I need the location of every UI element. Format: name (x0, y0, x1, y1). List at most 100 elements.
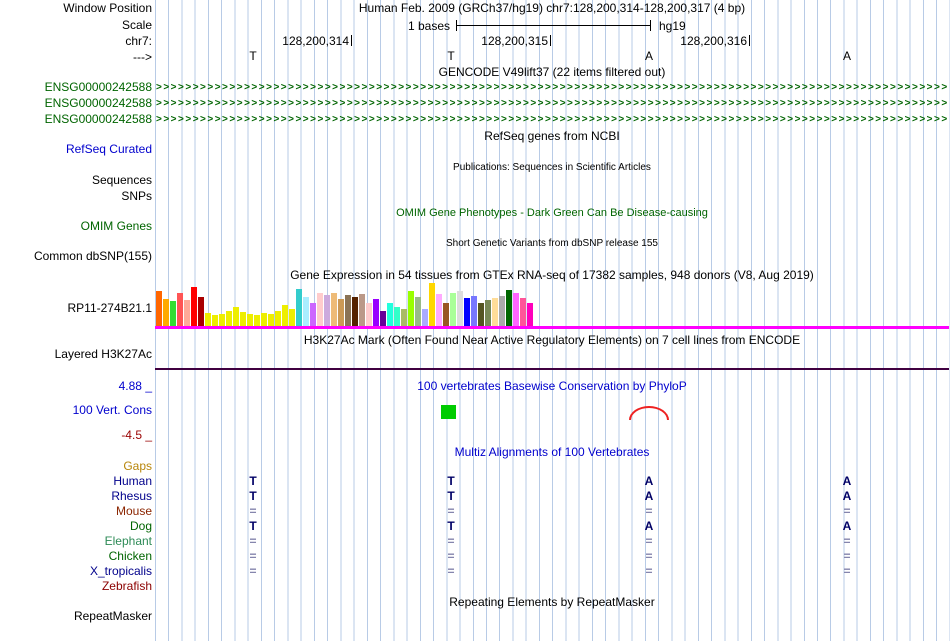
gtex-tissue-bar (457, 291, 463, 327)
dbsnp-label[interactable]: Common dbSNP(155) (33, 249, 152, 263)
gtex-tissue-bar (359, 294, 365, 327)
gtex-tissue-bar (450, 293, 456, 327)
multiz-species-label[interactable]: X_tropicalis (89, 564, 152, 578)
gtex-tissue-bar (156, 291, 162, 327)
page-title: Human Feb. 2009 (GRCh37/hg19) chr7:128,2… (358, 1, 746, 15)
scale-value: 1 bases (407, 19, 450, 33)
gtex-tissue-bar (275, 311, 281, 327)
alignment-base-cell: T (447, 489, 455, 503)
ruler-base: A (644, 49, 653, 63)
h3k27ac-track-title: H3K27Ac Mark (Often Found Near Active Re… (303, 333, 801, 347)
gencode-transcript-arrows[interactable]: >>>>>>>>>>>>>>>>>>>>>>>>>>>>>>>>>>>>>>>>… (156, 114, 949, 125)
gtex-tissue-bar (163, 299, 169, 327)
gtex-tissue-bar (268, 314, 274, 327)
gtex-tissue-bar (527, 303, 533, 327)
sequences-label[interactable]: Sequences (91, 173, 152, 187)
phylop-positive-bar (441, 405, 456, 419)
strand-label: ---> (133, 50, 152, 64)
repeatmasker-label[interactable]: RepeatMasker (73, 609, 152, 623)
alignment-base-cell: = (447, 549, 455, 563)
gtex-tissue-bar (240, 312, 246, 327)
phylop-max-label: 4.88 _ (118, 379, 152, 393)
multiz-species-label[interactable]: Zebrafish (101, 579, 152, 593)
gtex-tissue-bar (254, 315, 260, 327)
gtex-tissue-bar (380, 311, 386, 327)
alignment-base-cell: = (843, 564, 851, 578)
gtex-gene-label[interactable]: RP11-274B21.1 (67, 301, 152, 315)
alignment-base-cell: = (645, 534, 653, 548)
omim-genes-label[interactable]: OMIM Genes (80, 219, 152, 233)
ruler-base: A (842, 49, 851, 63)
ruler-position: 128,200,315 (481, 34, 548, 48)
ruler-tick (351, 35, 352, 46)
multiz-track-title: Multiz Alignments of 100 Vertebrates (454, 445, 650, 459)
gtex-tissue-bar (247, 314, 253, 327)
alignment-base-cell: = (447, 564, 455, 578)
multiz-species-label[interactable]: Elephant (104, 534, 152, 548)
ruler-tick (749, 35, 750, 46)
gtex-tissue-bar (338, 299, 344, 327)
snps-label[interactable]: SNPs (121, 189, 152, 203)
scale-bar-right-tick (650, 20, 651, 31)
gtex-tissue-bar (499, 296, 505, 327)
refseq-curated-label[interactable]: RefSeq Curated (65, 142, 152, 156)
gtex-tissue-bar (226, 311, 232, 327)
gencode-item-label[interactable]: ENSG00000242588 (44, 112, 152, 126)
alignment-base-cell: A (644, 489, 654, 503)
window-position-label: Window Position (63, 1, 152, 15)
alignment-base-cell: = (249, 504, 257, 518)
h3k27ac-label[interactable]: Layered H3K27Ac (54, 347, 152, 361)
multiz-species-label[interactable]: Dog (129, 519, 152, 533)
alignment-base-cell: = (843, 534, 851, 548)
gtex-tissue-bar (464, 298, 470, 327)
alignment-base-cell: A (644, 474, 654, 488)
ruler-position: 128,200,316 (680, 34, 747, 48)
multiz-species-label[interactable]: Human (113, 474, 152, 488)
alignment-base-cell: = (645, 564, 653, 578)
chrom-label: chr7: (125, 34, 152, 48)
gtex-tissue-bar (422, 309, 428, 327)
alignment-base-cell: A (842, 519, 852, 533)
gtex-tissue-bar (184, 300, 190, 327)
scale-label: Scale (121, 18, 152, 32)
gencode-item-label[interactable]: ENSG00000242588 (44, 96, 152, 110)
gtex-tissue-bar (289, 309, 295, 327)
gtex-track-title: Gene Expression in 54 tissues from GTEx … (290, 268, 814, 282)
alignment-base-cell: A (842, 489, 852, 503)
gtex-tissue-bar (401, 309, 407, 327)
gtex-tissue-bar (296, 289, 302, 327)
multiz-species-label[interactable]: Chicken (108, 549, 152, 563)
gtex-tissue-bar (485, 300, 491, 327)
refseq-track-title: RefSeq genes from NCBI (484, 129, 620, 143)
alignment-base-cell: = (447, 534, 455, 548)
dbsnp-track-title: Short Genetic Variants from dbSNP releas… (446, 238, 658, 249)
alignment-base-cell: = (249, 564, 257, 578)
gtex-tissue-bar (436, 294, 442, 327)
alignment-base-cell: A (644, 519, 654, 533)
gencode-item-label[interactable]: ENSG00000242588 (44, 80, 152, 94)
gtex-tissue-bar (170, 301, 176, 327)
gtex-gene-model-line (155, 326, 949, 329)
gtex-tissue-bar (261, 313, 267, 327)
gtex-tissue-bar (310, 303, 316, 327)
gtex-tissue-bar (352, 297, 358, 327)
gtex-tissue-bar (471, 296, 477, 327)
phylop-min-label: -4.5 _ (121, 428, 152, 442)
gtex-tissue-bar (303, 297, 309, 327)
phylop-track-label[interactable]: 100 Vert. Cons (72, 403, 152, 417)
gtex-tissue-bar (415, 297, 421, 327)
multiz-species-label[interactable]: Mouse (115, 504, 152, 518)
gtex-tissue-bar (520, 298, 526, 327)
alignment-base-cell: = (645, 504, 653, 518)
alignment-base-cell: = (249, 534, 257, 548)
gtex-tissue-bar (233, 307, 239, 327)
gtex-tissue-bar (205, 313, 211, 327)
alignment-base-cell: T (249, 489, 257, 503)
multiz-species-label[interactable]: Gaps (123, 459, 152, 473)
gencode-transcript-arrows[interactable]: >>>>>>>>>>>>>>>>>>>>>>>>>>>>>>>>>>>>>>>>… (156, 98, 949, 109)
gencode-transcript-arrows[interactable]: >>>>>>>>>>>>>>>>>>>>>>>>>>>>>>>>>>>>>>>>… (156, 82, 949, 93)
multiz-species-label[interactable]: Rhesus (111, 489, 152, 503)
ruler-base: T (447, 49, 455, 63)
assembly-label: hg19 (659, 19, 686, 33)
